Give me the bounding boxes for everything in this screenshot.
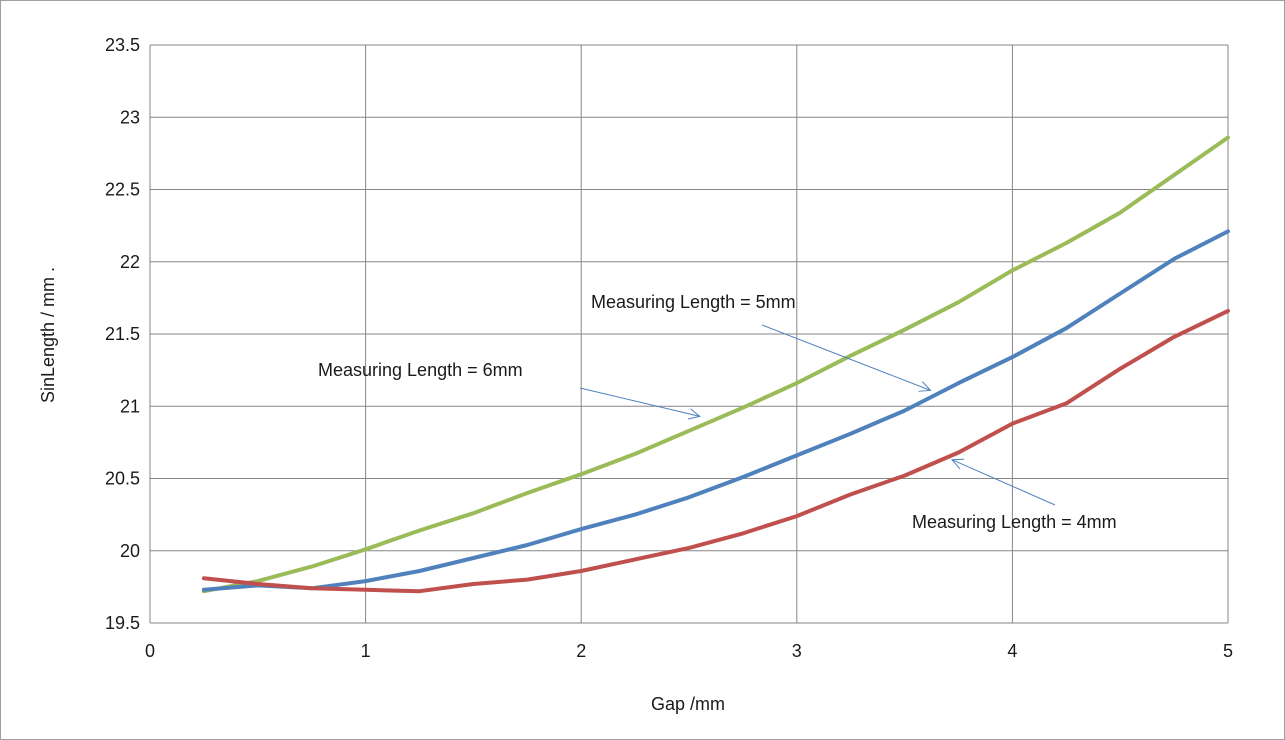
- y-tick-label: 19.5: [105, 613, 140, 633]
- y-tick-label: 23.5: [105, 35, 140, 55]
- x-tick-label: 2: [576, 641, 586, 661]
- y-tick-label: 22: [120, 252, 140, 272]
- x-tick-label: 3: [792, 641, 802, 661]
- grid: [149, 44, 1229, 624]
- annotation-arrowhead: [687, 408, 701, 420]
- y-tick-label: 23: [120, 107, 140, 127]
- y-tick-label: 20: [120, 541, 140, 561]
- x-tick-label: 4: [1007, 641, 1017, 661]
- annotation-6mm-arrow: [579, 387, 700, 417]
- series-layer: [201, 135, 1230, 594]
- annotation-5mm-label: Measuring Length = 5mm: [591, 292, 796, 312]
- x-tick-label: 0: [145, 641, 155, 661]
- y-tick-label: 20.5: [105, 469, 140, 489]
- series-line-1: [201, 229, 1230, 592]
- y-axis-title: SinLength / mm .: [38, 267, 58, 403]
- annotation-arrowhead: [918, 381, 932, 392]
- annotation-6mm-label: Measuring Length = 6mm: [318, 360, 523, 380]
- annotation-4mm-arrow: [951, 459, 1056, 506]
- x-tick-label: 1: [361, 641, 371, 661]
- series-line-0: [201, 135, 1230, 594]
- y-tick-label: 21.5: [105, 324, 140, 344]
- annotation-4mm-label: Measuring Length = 4mm: [912, 512, 1117, 532]
- annotation-arrowhead: [950, 458, 965, 470]
- y-tick-label: 21: [120, 396, 140, 416]
- annotations: Measuring Length = 5mm Measuring Length …: [318, 292, 1117, 532]
- x-axis-title: Gap /mm: [651, 694, 725, 714]
- annotation-5mm-arrow: [761, 324, 931, 391]
- y-tick-label: 22.5: [105, 180, 140, 200]
- x-tick-label: 5: [1223, 641, 1233, 661]
- series-line-2: [201, 308, 1230, 594]
